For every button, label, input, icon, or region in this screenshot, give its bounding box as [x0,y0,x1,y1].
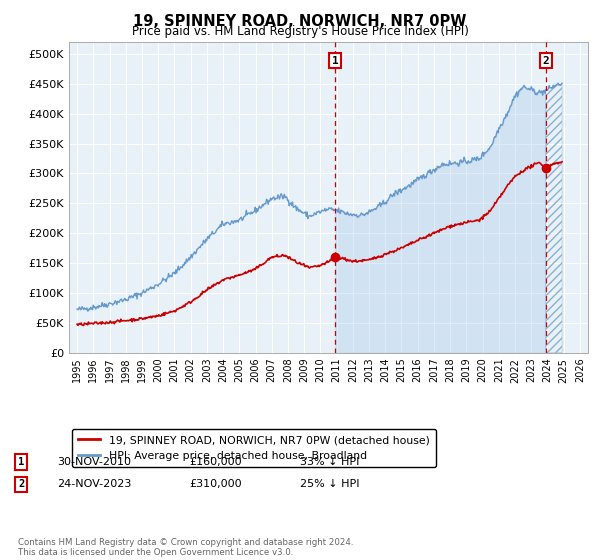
Text: 19, SPINNEY ROAD, NORWICH, NR7 0PW: 19, SPINNEY ROAD, NORWICH, NR7 0PW [133,14,467,29]
Text: 2: 2 [542,55,549,66]
Text: 33% ↓ HPI: 33% ↓ HPI [300,457,359,467]
Text: 2: 2 [18,479,24,489]
Legend: 19, SPINNEY ROAD, NORWICH, NR7 0PW (detached house), HPI: Average price, detache: 19, SPINNEY ROAD, NORWICH, NR7 0PW (deta… [72,428,436,467]
Text: Price paid vs. HM Land Registry's House Price Index (HPI): Price paid vs. HM Land Registry's House … [131,25,469,38]
Text: 24-NOV-2023: 24-NOV-2023 [57,479,131,489]
Text: 1: 1 [332,55,338,66]
Text: 1: 1 [18,457,24,467]
Text: £310,000: £310,000 [189,479,242,489]
Text: Contains HM Land Registry data © Crown copyright and database right 2024.
This d: Contains HM Land Registry data © Crown c… [18,538,353,557]
Text: £160,000: £160,000 [189,457,242,467]
Text: 25% ↓ HPI: 25% ↓ HPI [300,479,359,489]
Text: 30-NOV-2010: 30-NOV-2010 [57,457,131,467]
